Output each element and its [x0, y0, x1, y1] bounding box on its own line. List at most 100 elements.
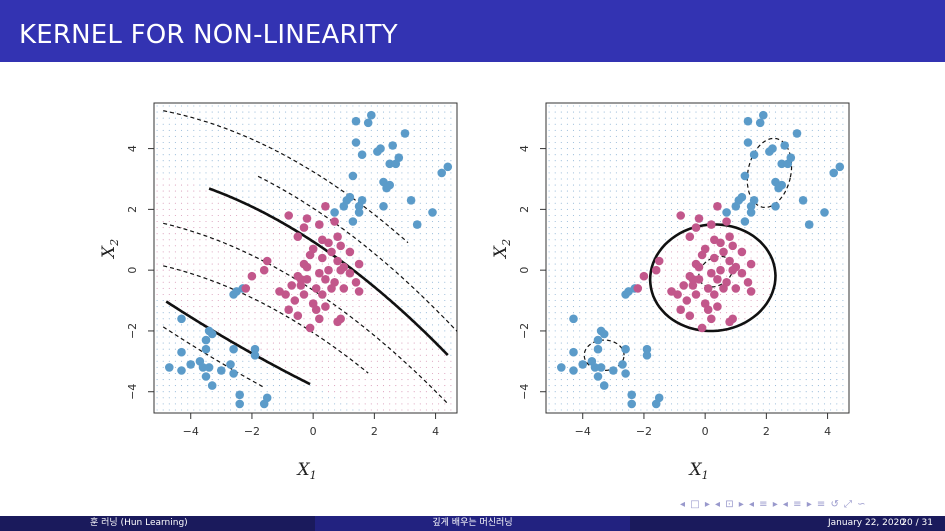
right-chart-blue-point: [593, 372, 603, 381]
right-chart-blue-point: [593, 335, 603, 345]
right-chart-blue-point: [780, 141, 789, 150]
right-chart-xtick-label: 0: [702, 425, 709, 438]
right-chart-ytick-label: 0: [518, 267, 531, 274]
left-chart-pink-point: [321, 275, 330, 284]
right-chart: −4 −2 0 2 4 −4 −2 0 2 4 X1 X2: [482, 95, 852, 490]
right-chart-blue-point: [777, 159, 786, 169]
right-chart-pink-point: [725, 256, 734, 266]
left-chart-margin-line-4: [163, 222, 449, 405]
right-chart-pink-point: [746, 287, 756, 296]
left-chart-blue-point: [354, 208, 364, 217]
right-chart-blue-point: [599, 381, 609, 390]
left-chart-pink-point: [284, 305, 293, 314]
right-chart-pink-point: [737, 247, 747, 257]
right-chart-blue-point: [569, 347, 578, 357]
right-chart-xtick-label: 4: [824, 425, 831, 438]
right-chart-blue-point: [759, 110, 768, 120]
right-chart-pink-point: [685, 311, 695, 320]
right-chart-blue-point: [599, 329, 609, 339]
left-chart-pink-point: [287, 281, 296, 290]
left-chart-blue-point: [217, 366, 226, 375]
left-chart-pink-point: [293, 232, 303, 241]
left-chart-blue-point: [201, 372, 211, 381]
left-chart-blue-point: [400, 129, 410, 138]
right-chart-pink-point: [716, 265, 725, 275]
left-chart-blue-point: [443, 162, 453, 172]
left-chart-pink-point: [315, 220, 324, 229]
right-chart-pink-point: [728, 241, 737, 251]
right-chart-blue-point: [835, 162, 845, 172]
right-chart-pink-point: [719, 247, 728, 257]
right-chart-pink-point: [654, 256, 664, 266]
left-chart-blue-point: [385, 159, 395, 169]
left-chart-blue-point: [232, 287, 241, 296]
left-chart-pink-point: [345, 247, 355, 257]
left-chart-blue-point: [391, 159, 401, 169]
left-chart-pink-point: [311, 305, 321, 314]
right-chart-pink-point: [682, 296, 692, 305]
left-chart-pink-point: [311, 284, 321, 293]
left-chart-ylabel: X2: [99, 239, 121, 260]
left-chart-xtick-label: 4: [432, 425, 439, 438]
footer-page-number: 20 / 31: [901, 518, 933, 528]
right-chart-blue-point: [627, 399, 636, 409]
left-chart-blue-point: [235, 399, 244, 409]
right-chart-blue-point: [774, 183, 783, 193]
footer-course: 깊게 배우는 머신러닝: [432, 518, 513, 528]
right-chart-pink-point: [719, 284, 728, 293]
left-chart-margin-line-3: [163, 110, 409, 244]
right-chart-ytick-label: 4: [518, 145, 531, 152]
right-chart-pink-point: [710, 253, 719, 263]
right-chart-pink-point: [716, 238, 725, 248]
left-chart-pink-point: [330, 217, 339, 226]
left-chart-pink-point: [345, 268, 355, 278]
left-chart-blue-point: [348, 171, 358, 181]
beamer-navigation-icons[interactable]: ◂ □ ▸ ◂ ⊡ ▸ ◂ ≡ ▸ ◂ ≡ ▸ ≡ ↺ ⤢ ∽: [680, 499, 867, 510]
right-chart-pink-point: [713, 302, 722, 311]
left-chart-blue-point: [186, 360, 195, 369]
left-chart-pink-point: [327, 247, 336, 257]
right-chart-pink-point: [697, 250, 707, 260]
right-chart-blue-point: [642, 351, 652, 360]
right-chart-blue-point: [829, 168, 838, 178]
left-chart-blue-point: [351, 138, 361, 147]
left-chart-ytick-label: −4: [126, 384, 139, 400]
right-chart-pink-point: [703, 305, 713, 314]
right-chart-blue-point: [618, 360, 627, 369]
left-chart-blue-point: [351, 116, 361, 126]
left-chart-blue-point: [198, 363, 208, 372]
left-chart-blue-point: [388, 141, 398, 150]
right-chart-pink-point: [685, 232, 695, 241]
right-chart-blue-point: [627, 390, 636, 400]
right-chart-blue-point: [743, 116, 753, 126]
left-chart: −4 −2 0 2 4 −4 −2 0 2 4 X1 X2: [90, 95, 460, 490]
footer-date: January 22, 2020: [828, 518, 906, 528]
left-chart-pink-point: [247, 271, 257, 281]
right-chart-pink-point: [691, 290, 701, 299]
right-chart-pink-point: [710, 290, 719, 299]
right-chart-pink-point: [731, 284, 741, 293]
left-chart-pink-point: [290, 296, 300, 305]
right-chart-pink-point: [697, 323, 707, 333]
right-chart-pink-point: [694, 275, 704, 284]
left-chart-blue-point: [229, 369, 238, 378]
right-chart-ylabel: X2: [491, 239, 513, 260]
left-chart-blue-point: [406, 196, 416, 205]
right-chart-pink-point: [707, 314, 716, 324]
left-chart-blue-point: [379, 202, 388, 211]
left-chart-xtick-label: −4: [183, 425, 199, 438]
footer-bar: 훈 러닝 (Hun Learning) 깊게 배우는 머신러닝 January …: [0, 516, 945, 531]
left-chart-pink-point: [324, 238, 333, 248]
left-chart-blue-point: [177, 366, 186, 375]
right-chart-blue-point: [755, 118, 765, 128]
left-chart-pink-point: [302, 275, 312, 284]
right-chart-blue-point: [624, 287, 633, 296]
right-chart-blue-point: [722, 208, 731, 217]
right-chart-pink-point: [679, 281, 688, 290]
left-chart-pink-point: [324, 265, 333, 275]
left-chart-pink-point: [333, 256, 342, 266]
right-chart-pink-point: [728, 314, 737, 324]
left-chart-svg: −4 −2 0 2 4 −4 −2 0 2 4 X1 X2: [99, 102, 458, 482]
left-chart-pink-point: [259, 265, 269, 275]
left-chart-blue-point: [235, 390, 244, 400]
